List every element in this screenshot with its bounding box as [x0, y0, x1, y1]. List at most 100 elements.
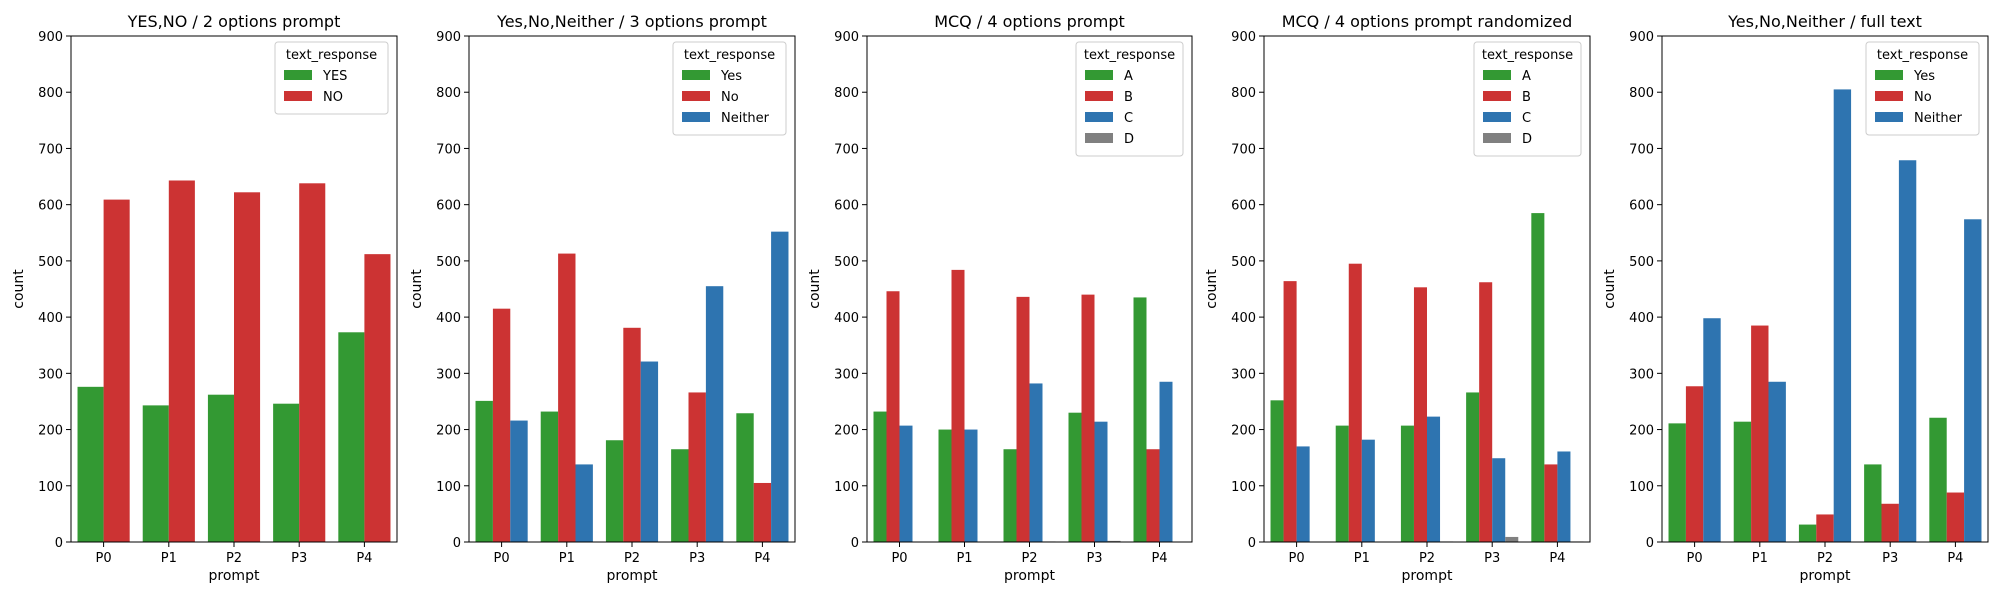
y-tick-label: 0: [453, 536, 461, 551]
y-tick-label: 0: [1248, 536, 1256, 551]
bar-a-p3: [1068, 412, 1082, 542]
bar-a-p2: [1400, 425, 1414, 542]
x-tick-label: P4: [356, 551, 372, 566]
x-tick-label: P2: [624, 551, 640, 566]
chart-panel-1: Yes,No,Neither / 3 options prompt 0 100 200…: [409, 12, 796, 584]
legend-swatch: [1875, 91, 1903, 101]
legend-swatch: [1875, 112, 1903, 122]
legend-swatch: [682, 112, 710, 122]
bar-yes-p2: [1798, 524, 1817, 542]
bar-yes-p2: [207, 394, 234, 542]
axes-frame: [1263, 35, 1591, 543]
bar-neither-p4: [771, 231, 789, 543]
y-tick-label: 800: [436, 86, 461, 101]
legend-entry: Yes: [1913, 69, 1935, 84]
y-tick-label: 100: [436, 480, 461, 495]
bar-b-p0: [1283, 281, 1297, 542]
bar-yes-p0: [475, 400, 493, 542]
bar-a-p3: [1466, 392, 1480, 542]
bar-no-p0: [103, 199, 130, 542]
bar-yes-p3: [273, 403, 300, 542]
bar-yes-p0: [77, 386, 104, 542]
bar-c-p0: [899, 425, 913, 542]
x-tick-label: P0: [891, 551, 907, 566]
bar-c-p2: [1427, 416, 1441, 542]
legend-swatch: [1483, 112, 1511, 122]
y-tick-label: 300: [436, 367, 461, 382]
x-tick-label: P1: [1354, 551, 1370, 566]
chart-panel-0: YES,NO / 2 options prompt 0 100 200 300 400 50…: [11, 12, 398, 584]
bar-yes-p3: [671, 449, 689, 542]
legend-swatch: [284, 70, 312, 80]
y-tick-label: 500: [1231, 255, 1256, 270]
x-tick-label: P1: [559, 551, 575, 566]
y-axis-label: count: [807, 269, 823, 309]
legend-entry: D: [1124, 132, 1134, 147]
y-tick-label: 0: [1646, 536, 1654, 551]
bar-b-p4: [1544, 464, 1558, 542]
bar-no-p2: [623, 327, 641, 542]
bar-c-p3: [1094, 421, 1108, 542]
bar-yes-p1: [1733, 421, 1752, 542]
y-tick-label: 600: [1231, 199, 1256, 214]
y-tick-label: 200: [38, 424, 63, 439]
bar-c-p0: [1296, 446, 1310, 542]
y-tick-label: 400: [834, 311, 859, 326]
y-tick-label: 900: [1629, 30, 1654, 45]
y-tick-label: 100: [1629, 480, 1654, 495]
bar-b-p2: [1016, 296, 1030, 542]
y-tick-label: 700: [834, 142, 859, 157]
y-tick-label: 300: [1231, 367, 1256, 382]
bar-b-p1: [951, 269, 965, 542]
bar-no-p0: [492, 308, 511, 542]
y-tick-label: 200: [1629, 424, 1654, 439]
y-axis-label: count: [1204, 269, 1220, 309]
bar-a-p4: [1133, 297, 1147, 542]
bar-a-p0: [873, 411, 887, 542]
y-tick-label: 200: [834, 424, 859, 439]
bar-no-p2: [234, 192, 261, 542]
axes-frame: [1661, 35, 1989, 543]
y-tick-label: 600: [1629, 199, 1654, 214]
bar-no-p3: [1881, 503, 1899, 542]
bar-c-p1: [964, 429, 978, 542]
legend-entry: D: [1522, 132, 1532, 147]
legend-entry: NO: [323, 90, 343, 105]
legend-entry: A: [1522, 69, 1531, 84]
legend-entry: YES: [322, 69, 347, 84]
y-tick-label: 800: [834, 86, 859, 101]
x-tick-label: P2: [1021, 551, 1037, 566]
legend-title: text_response: [684, 48, 775, 63]
bar-yes-p1: [540, 411, 559, 542]
y-tick-label: 300: [834, 367, 859, 382]
chart-panel-4: Yes,No,Neither / full text 0 100 200 300 400 5…: [1602, 12, 1989, 584]
legend: text_response Yes No Neither: [672, 41, 787, 136]
y-tick-label: 600: [436, 199, 461, 214]
bar-no-p1: [558, 253, 576, 542]
legend-swatch: [1483, 91, 1511, 101]
bar-neither-p3: [705, 286, 724, 542]
chart-title: Yes,No,Neither / 3 options prompt: [496, 12, 767, 31]
x-tick-label: P3: [291, 551, 307, 566]
legend-entry: B: [1124, 90, 1133, 105]
legend-entry: C: [1522, 111, 1531, 126]
legend-box: [1865, 41, 1980, 136]
y-tick-label: 300: [1629, 367, 1654, 382]
y-tick-label: 600: [834, 199, 859, 214]
legend-swatch: [1483, 70, 1511, 80]
x-axis-label: prompt: [1800, 568, 1851, 584]
x-tick-label: P4: [754, 551, 770, 566]
bar-b-p2: [1413, 287, 1427, 542]
legend-entry: No: [1914, 90, 1932, 105]
x-axis-label: prompt: [1004, 568, 1055, 584]
legend-entry: Neither: [721, 111, 770, 126]
x-tick-label: P1: [1752, 551, 1768, 566]
axes-frame: [468, 35, 796, 543]
bar-yes-p1: [142, 405, 169, 542]
bar-neither-p4: [1964, 219, 1982, 543]
chart-title: YES,NO / 2 options prompt: [127, 12, 341, 31]
bar-yes-p4: [1929, 417, 1947, 542]
legend-entry: C: [1124, 111, 1133, 126]
